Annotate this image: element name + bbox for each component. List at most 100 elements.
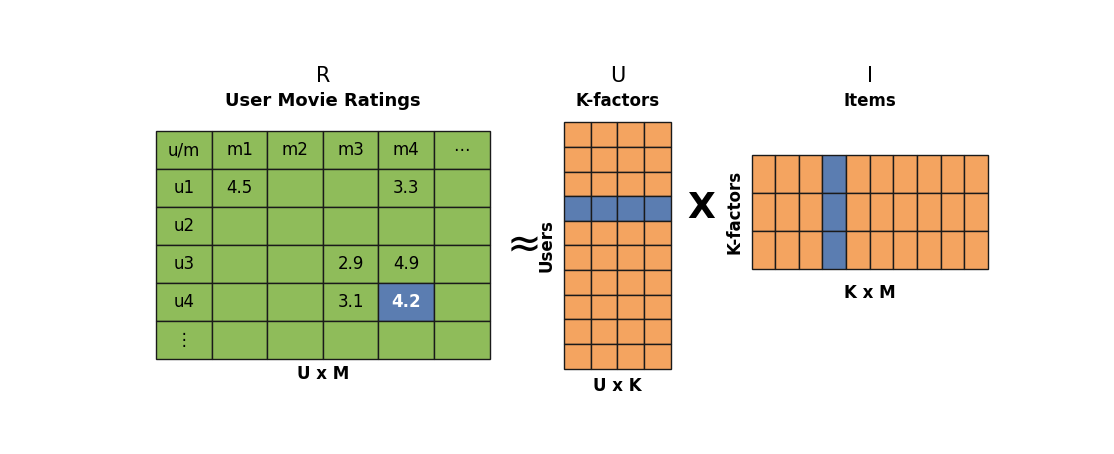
Bar [846, 192, 870, 231]
Bar [617, 344, 644, 369]
Bar [434, 132, 489, 169]
Bar [323, 132, 379, 169]
Bar [564, 221, 590, 246]
Bar [822, 231, 846, 268]
Bar [617, 295, 644, 319]
Bar [564, 246, 590, 270]
Bar [870, 154, 893, 192]
Bar [822, 192, 846, 231]
Text: ⋯: ⋯ [453, 141, 470, 159]
Text: u1: u1 [174, 179, 195, 197]
Bar [590, 295, 617, 319]
Text: u4: u4 [174, 293, 195, 311]
Text: m4: m4 [393, 141, 420, 159]
Bar [212, 169, 267, 207]
Bar [156, 321, 212, 359]
Text: m1: m1 [226, 141, 253, 159]
Bar [590, 270, 617, 295]
Text: u3: u3 [174, 255, 195, 273]
Text: X: X [687, 192, 715, 226]
Bar [917, 192, 940, 231]
Bar [590, 147, 617, 172]
Bar [267, 321, 323, 359]
Bar [564, 270, 590, 295]
Bar [564, 319, 590, 344]
Bar [379, 169, 434, 207]
Bar [965, 192, 988, 231]
Bar [870, 231, 893, 268]
Bar [267, 245, 323, 283]
Text: ≈: ≈ [506, 224, 541, 266]
Bar [846, 231, 870, 268]
Bar [965, 231, 988, 268]
Text: u/m: u/m [168, 141, 201, 159]
Text: 2.9: 2.9 [338, 255, 364, 273]
Bar [940, 192, 965, 231]
Bar [917, 154, 940, 192]
Bar [870, 192, 893, 231]
Bar [156, 283, 212, 321]
Bar [617, 270, 644, 295]
Bar [893, 154, 917, 192]
Bar [965, 154, 988, 192]
Bar [846, 154, 870, 192]
Bar [617, 172, 644, 196]
Bar [267, 169, 323, 207]
Bar [156, 207, 212, 245]
Bar [323, 169, 379, 207]
Bar [267, 207, 323, 245]
Bar [644, 319, 671, 344]
Text: ⋮: ⋮ [176, 331, 193, 349]
Text: U: U [609, 66, 625, 86]
Text: 4.5: 4.5 [226, 179, 253, 197]
Text: Items: Items [843, 92, 896, 110]
Bar [212, 207, 267, 245]
Bar [434, 283, 489, 321]
Text: m2: m2 [282, 141, 309, 159]
Bar [617, 246, 644, 270]
Bar [617, 122, 644, 147]
Bar [434, 321, 489, 359]
Bar [212, 321, 267, 359]
Text: U x M: U x M [296, 365, 349, 383]
Bar [752, 154, 775, 192]
Bar [644, 295, 671, 319]
Bar [799, 231, 822, 268]
Bar [564, 344, 590, 369]
Bar [644, 270, 671, 295]
Bar [644, 246, 671, 270]
Text: K-factors: K-factors [575, 92, 659, 110]
Bar [156, 245, 212, 283]
Bar [323, 283, 379, 321]
Bar [564, 295, 590, 319]
Bar [590, 221, 617, 246]
Bar [156, 169, 212, 207]
Bar [775, 154, 799, 192]
Bar [799, 192, 822, 231]
Text: 3.3: 3.3 [393, 179, 420, 197]
Bar [564, 147, 590, 172]
Bar [212, 245, 267, 283]
Bar [379, 321, 434, 359]
Bar [434, 207, 489, 245]
Bar [590, 172, 617, 196]
Bar [564, 122, 590, 147]
Bar [917, 231, 940, 268]
Bar [212, 132, 267, 169]
Bar [267, 283, 323, 321]
Bar [617, 196, 644, 221]
Bar [379, 245, 434, 283]
Bar [775, 192, 799, 231]
Bar [590, 122, 617, 147]
Bar [323, 245, 379, 283]
Bar [590, 319, 617, 344]
Bar [644, 221, 671, 246]
Bar [644, 172, 671, 196]
Text: 4.9: 4.9 [393, 255, 419, 273]
Text: I: I [867, 66, 872, 86]
Bar [156, 132, 212, 169]
Text: m3: m3 [338, 141, 364, 159]
Bar [775, 231, 799, 268]
Bar [379, 283, 434, 321]
Text: User Movie Ratings: User Movie Ratings [225, 92, 421, 110]
